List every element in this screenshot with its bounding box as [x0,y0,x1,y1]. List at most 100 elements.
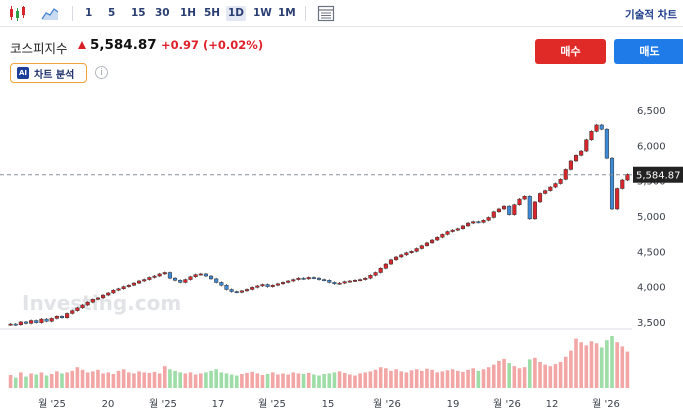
timeframe-1h[interactable]: 1H [180,7,197,19]
volume-bar [481,369,486,388]
volume-bar [106,372,111,388]
volume-bar [240,373,244,388]
volume-bar [286,374,290,388]
volume-bar [281,373,285,388]
volume-bar [440,371,445,388]
volume-bar [255,373,260,388]
candle-body [589,131,594,141]
volume-bar [425,368,429,388]
candle-body [178,280,183,283]
candle-body [311,277,316,279]
timeframe-1[interactable]: 1 [85,7,93,19]
sell-button[interactable]: 매도 [614,39,683,64]
candle-body [388,259,394,265]
volume-bar [471,368,476,388]
volume-bar [563,356,568,388]
candle-body [65,313,70,318]
timeframe-1w[interactable]: 1W [253,7,272,19]
volume-bar [173,370,177,388]
candle-body [239,290,244,293]
candle-body [244,289,250,292]
timeframe-5[interactable]: 5 [108,7,116,19]
candle-body [111,289,116,294]
candle-body [193,274,198,278]
volume-bar [466,369,470,388]
volume-bar [137,371,141,388]
candle-body [599,124,604,130]
buy-button[interactable]: 매수 [535,39,606,64]
candle-body [604,128,609,159]
volume-bar [80,369,85,388]
candle-body [512,204,517,215]
volume-bar [8,375,13,388]
info-icon[interactable]: i [95,66,108,79]
candle-body [34,320,39,323]
candle-body [481,220,486,223]
volume-bar [209,370,213,388]
volume-bar [219,372,224,388]
volume-bar [44,375,49,388]
volume-bar [49,373,54,388]
price-chart[interactable]: Investing.com 6,5006,0005,5005,0004,5004… [0,96,683,416]
volume-layer [8,336,630,388]
volume-bar [358,373,362,388]
volume-bar [594,343,599,388]
candle-body [49,318,54,322]
x-tick-label: 월 '25 [38,398,66,410]
timeframe-1m[interactable]: 1M [278,7,296,19]
candle-body [188,276,193,280]
area-chart-icon[interactable] [41,5,59,22]
volume-bar [168,369,172,388]
candle-body [126,284,131,287]
timeframe-1d[interactable]: 1D [226,6,247,21]
candle-body [101,294,106,299]
volume-bar [65,372,69,388]
candle-body [430,239,435,244]
volume-bar [533,357,537,388]
volume-bar [301,373,306,388]
volume-bar [584,345,589,388]
candle-body [203,273,208,277]
last-price: 5,584.87 [90,37,157,53]
candle-body [131,282,136,286]
volume-bar [404,372,409,388]
candle-body [502,205,507,210]
timeframe-15[interactable]: 15 [131,7,146,19]
volume-bar [198,373,203,388]
candle-body [553,183,558,188]
candle-body [322,279,327,282]
volume-bar [502,358,506,388]
candles-layer [8,123,630,326]
volume-bar [605,340,609,388]
technical-chart-link[interactable]: 기술적 차트 [625,9,677,21]
candle-body [419,245,424,249]
candle-body [424,242,429,246]
candle-body [316,277,322,280]
candle-body [507,205,512,215]
volume-bar [455,370,460,388]
candle-body [445,231,450,235]
candle-body [280,282,286,285]
candle-body [363,277,368,280]
volume-bar [445,370,450,388]
volume-bar [512,366,517,388]
candle-body [291,279,296,282]
table-view-icon[interactable] [317,5,335,22]
timeframe-5h[interactable]: 5H [204,7,221,19]
candle-body [543,190,548,194]
x-axis: 월 '25 20 월 '25 17 월 '25 15 월 '26 19 월 '26 12 월 '26 [38,398,620,410]
volume-bar [620,346,625,388]
ai-chart-analysis-button[interactable]: AI 차트 분석 [10,63,87,83]
candle-body [620,179,625,189]
candle-body [75,307,80,311]
candlestick-chart-icon[interactable] [8,5,26,22]
volume-bar [368,371,373,388]
candle-body [352,280,358,282]
candle-body [137,280,142,284]
candle-body [414,248,419,252]
candle-body [522,196,527,200]
candle-body [121,286,126,290]
candle-body [435,236,440,241]
timeframe-30[interactable]: 30 [155,7,170,19]
candle-body [568,160,573,170]
